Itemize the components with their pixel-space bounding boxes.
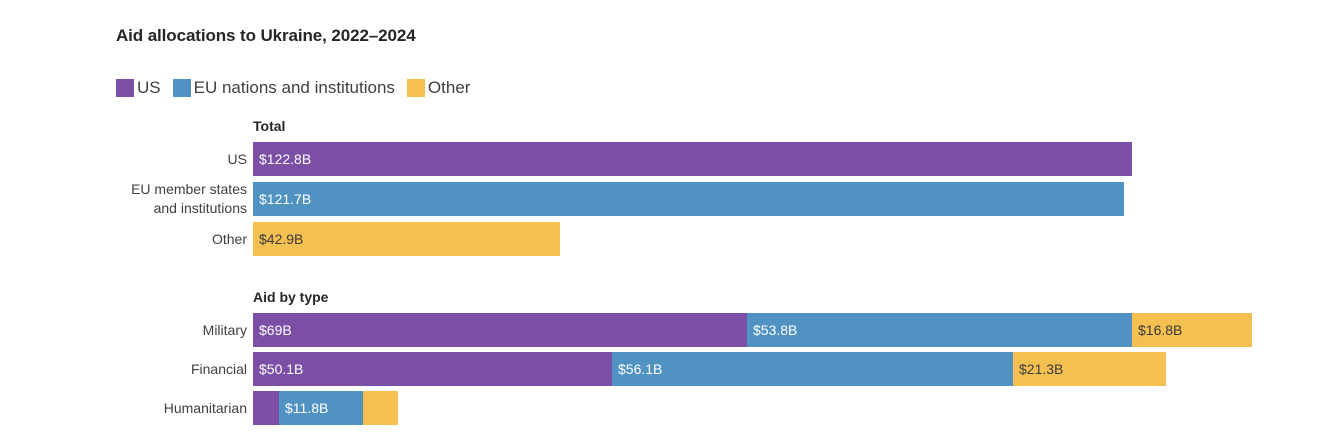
legend-label-other: Other — [427, 78, 471, 97]
data-label: $69B — [259, 322, 292, 338]
data-label: $42.9B — [259, 231, 304, 247]
bar-aid-by-type-financial-eu: $56.1B — [612, 352, 1013, 386]
data-label: $50.1B — [259, 361, 304, 377]
legend: US EU nations and institutions Other — [116, 78, 482, 98]
data-label: $16.8B — [1138, 322, 1183, 338]
data-label: $21.3B — [1019, 361, 1064, 377]
row-label-line: Humanitarian — [163, 399, 247, 416]
row-label-us: US — [228, 150, 247, 169]
data-label: $122.8B — [259, 151, 312, 167]
data-label: $56.1B — [618, 361, 663, 377]
panel-title-aid-by-type: Aid by type — [253, 289, 329, 305]
row-label-financial: Financial — [191, 360, 247, 379]
legend-label-us: US — [137, 78, 161, 97]
panel-title-total: Total — [253, 118, 286, 134]
row-label-line: EU member states — [131, 181, 247, 197]
data-label: $121.7B — [259, 191, 312, 207]
bar-aid-by-type-humanitarian-eu: $11.8B — [279, 391, 363, 425]
row-label-line: and institutions — [153, 200, 247, 216]
row-label-eu-member-states-and-institutions: EU member states and institutions — [131, 180, 247, 218]
bar-aid-by-type-humanitarian-us — [253, 391, 279, 425]
legend-swatch-us — [116, 79, 134, 97]
bar-aid-by-type-military-eu: $53.8B — [747, 313, 1132, 347]
row-label-other: Other — [212, 230, 247, 249]
data-label: $11.8B — [285, 400, 329, 416]
legend-swatch-eu — [172, 79, 191, 97]
legend-item-other: Other — [406, 78, 471, 98]
row-label-line: US — [227, 150, 247, 167]
bar-total-eu-member-states-and-institutions-eu: $121.7B — [253, 182, 1124, 216]
legend-label-eu: EU nations and institutions — [193, 78, 395, 97]
bar-aid-by-type-military-other: $16.8B — [1132, 313, 1252, 347]
row-label-line: Financial — [190, 360, 247, 377]
legend-swatch-other — [406, 79, 425, 97]
row-label-military: Military — [203, 321, 247, 340]
bar-aid-by-type-financial-other: $21.3B — [1013, 352, 1166, 386]
bar-total-us-us: $122.8B — [253, 142, 1132, 176]
legend-item-eu: EU nations and institutions — [172, 78, 395, 98]
data-label: $53.8B — [753, 322, 798, 338]
row-label-humanitarian: Humanitarian — [164, 399, 247, 418]
row-label-line: Military — [202, 321, 247, 338]
bar-aid-by-type-financial-us: $50.1B — [253, 352, 612, 386]
legend-item-us: US — [116, 78, 161, 98]
bar-aid-by-type-military-us: $69B — [253, 313, 747, 347]
bar-total-other-other: $42.9B — [253, 222, 560, 256]
bar-aid-by-type-humanitarian-other — [363, 391, 398, 425]
chart-title: Aid allocations to Ukraine, 2022–2024 — [116, 26, 416, 45]
row-label-line: Other — [211, 230, 247, 247]
